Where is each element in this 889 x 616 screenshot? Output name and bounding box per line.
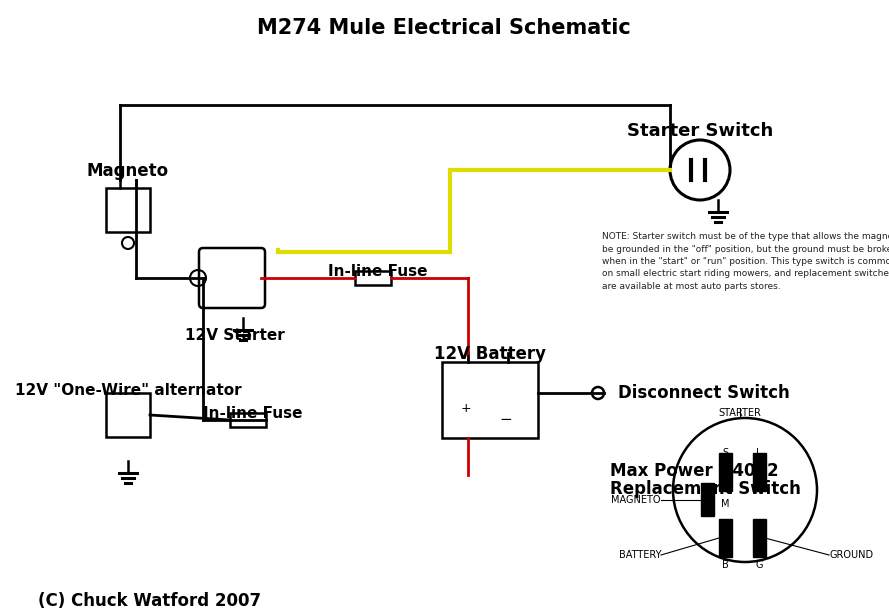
Text: S: S xyxy=(722,448,728,458)
FancyBboxPatch shape xyxy=(442,362,538,438)
Text: GROUND: GROUND xyxy=(829,550,873,560)
FancyBboxPatch shape xyxy=(719,519,732,557)
Text: Starter Switch: Starter Switch xyxy=(627,122,773,140)
FancyBboxPatch shape xyxy=(719,453,732,491)
Text: (C) Chuck Watford 2007: (C) Chuck Watford 2007 xyxy=(38,592,261,610)
Text: 12V Battery: 12V Battery xyxy=(434,345,546,363)
Text: Replacement Switch: Replacement Switch xyxy=(610,480,801,498)
Text: MAGNETO: MAGNETO xyxy=(612,495,661,505)
Text: STARTER: STARTER xyxy=(718,408,762,418)
Text: +: + xyxy=(461,402,471,415)
Text: Max Power #4012: Max Power #4012 xyxy=(610,462,779,480)
Text: −: − xyxy=(500,413,512,428)
FancyBboxPatch shape xyxy=(355,271,391,285)
FancyBboxPatch shape xyxy=(199,248,265,308)
Text: In-line Fuse: In-line Fuse xyxy=(328,264,428,279)
Text: 12V Starter: 12V Starter xyxy=(185,328,284,343)
Text: NOTE: Starter switch must be of the type that allows the magneto to
be grounded : NOTE: Starter switch must be of the type… xyxy=(602,232,889,291)
Text: Magneto: Magneto xyxy=(87,162,169,180)
Text: G: G xyxy=(756,560,763,570)
Text: L: L xyxy=(757,448,762,458)
Text: Disconnect Switch: Disconnect Switch xyxy=(618,384,789,402)
Text: B: B xyxy=(722,560,728,570)
FancyBboxPatch shape xyxy=(230,413,266,427)
Text: M: M xyxy=(721,499,730,509)
FancyBboxPatch shape xyxy=(753,519,766,557)
Text: 12V "One-Wire" alternator: 12V "One-Wire" alternator xyxy=(15,383,241,398)
Text: In-line Fuse: In-line Fuse xyxy=(204,406,303,421)
Text: BATTERY: BATTERY xyxy=(619,550,661,560)
FancyBboxPatch shape xyxy=(701,483,714,516)
FancyBboxPatch shape xyxy=(106,188,150,232)
Text: M274 Mule Electrical Schematic: M274 Mule Electrical Schematic xyxy=(257,18,631,38)
FancyBboxPatch shape xyxy=(106,393,150,437)
FancyBboxPatch shape xyxy=(753,453,766,491)
